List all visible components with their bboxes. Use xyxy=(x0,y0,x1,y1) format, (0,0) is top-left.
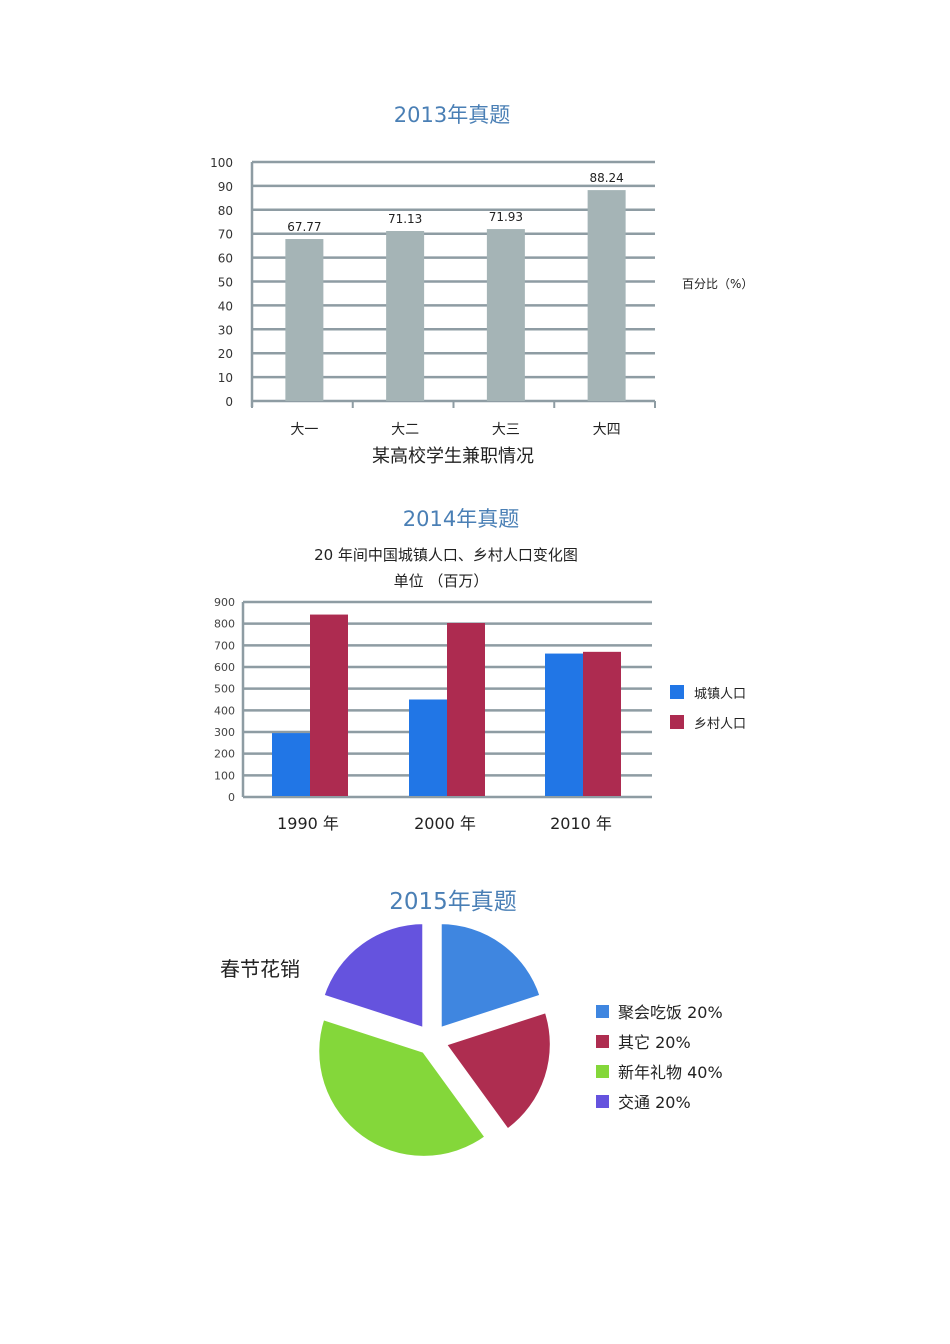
legend-label: 聚会吃饭 20% xyxy=(618,1003,723,1022)
data-label: 71.13 xyxy=(388,212,422,226)
bar xyxy=(486,229,525,401)
x-tick-label: 大三 xyxy=(492,422,520,438)
legend-label: 其它 20% xyxy=(618,1033,691,1052)
y-tick-label: 60 xyxy=(218,252,233,266)
y-tick-label: 70 xyxy=(218,228,233,242)
legend-swatch xyxy=(596,1065,609,1078)
x-tick-label: 大一 xyxy=(290,422,318,438)
data-label: 67.77 xyxy=(287,220,321,234)
legend-swatch xyxy=(670,685,684,699)
y-tick-label: 700 xyxy=(214,639,235,652)
legend-label: 交通 20% xyxy=(618,1093,691,1112)
y-tick-label: 0 xyxy=(228,791,235,804)
pie-slice xyxy=(438,921,543,1031)
chart-subtitle: 20 年间中国城镇人口、乡村人口变化图 xyxy=(314,546,578,564)
y-tick-label: 100 xyxy=(210,156,233,170)
chart-title: 2015年真题 xyxy=(389,889,517,915)
x-tick-label: 2010 年 xyxy=(550,814,612,833)
bar xyxy=(386,230,425,401)
data-label: 71.93 xyxy=(489,210,523,224)
bar-rural xyxy=(583,651,621,796)
y-tick-label: 0 xyxy=(225,395,233,409)
y-tick-label: 200 xyxy=(214,748,235,761)
bar-rural xyxy=(447,623,485,796)
unit-label: 单位 （百万） xyxy=(394,572,489,590)
y-tick-label: 300 xyxy=(214,726,235,739)
y-tick-label: 20 xyxy=(218,347,233,361)
y-tick-label: 30 xyxy=(218,323,233,337)
bar-urban xyxy=(409,699,447,796)
bar-urban xyxy=(272,733,310,796)
x-tick-label: 1990 年 xyxy=(277,814,339,833)
legend-label: 新年礼物 40% xyxy=(618,1063,723,1082)
bar-urban xyxy=(545,653,583,796)
y-tick-label: 100 xyxy=(214,769,235,782)
pie-slice xyxy=(442,1009,553,1133)
x-tick-label: 大四 xyxy=(593,422,621,438)
y-tick-label: 10 xyxy=(218,371,233,385)
legend-label: 乡村人口 xyxy=(694,717,746,732)
bar xyxy=(587,190,626,401)
legend-label: 城镇人口 xyxy=(694,687,746,702)
data-label: 88.24 xyxy=(589,171,623,185)
y-tick-label: 500 xyxy=(214,683,235,696)
pie-slice xyxy=(316,1016,489,1159)
y-tick-label: 90 xyxy=(218,180,233,194)
y-tick-label: 80 xyxy=(218,204,233,218)
legend-swatch xyxy=(670,715,684,729)
legend-label: 百分比（%） xyxy=(682,277,753,291)
x-tick-label: 2000 年 xyxy=(414,814,476,833)
chart-title: 2013年真题 xyxy=(394,103,510,127)
y-tick-label: 800 xyxy=(214,618,235,631)
legend-swatch xyxy=(596,1035,609,1048)
pie-label: 春节花销 xyxy=(220,957,300,981)
x-tick-label: 大二 xyxy=(391,422,419,438)
y-tick-label: 900 xyxy=(214,596,235,609)
legend-swatch xyxy=(596,1095,609,1108)
legend-swatch xyxy=(596,1005,609,1018)
bar-rural xyxy=(310,614,348,796)
bar xyxy=(285,239,324,401)
y-tick-label: 40 xyxy=(218,299,233,313)
y-tick-label: 600 xyxy=(214,661,235,674)
chart-title: 2014年真题 xyxy=(403,507,519,531)
y-tick-label: 400 xyxy=(214,704,235,717)
x-axis-label: 某高校学生兼职情况 xyxy=(372,446,534,467)
pie-slice xyxy=(321,921,426,1031)
y-tick-label: 50 xyxy=(218,276,233,290)
